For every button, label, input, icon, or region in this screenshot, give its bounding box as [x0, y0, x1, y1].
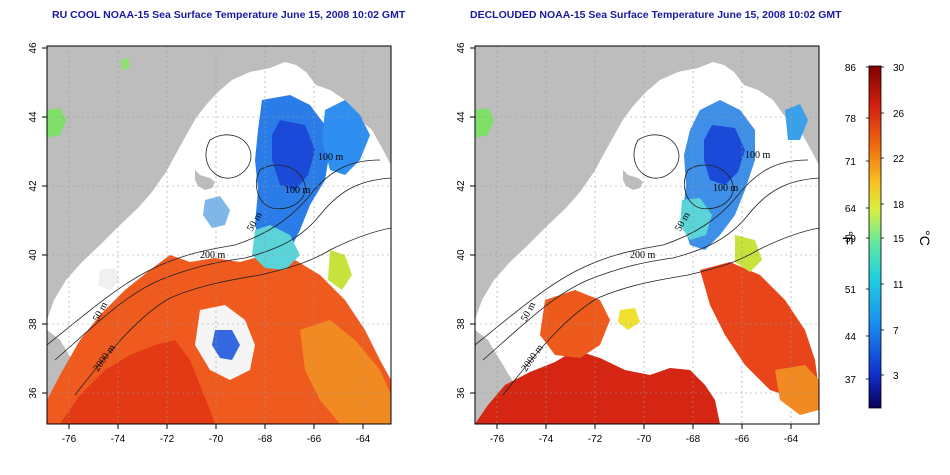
contour-label-100m-b: 100 m [713, 183, 739, 194]
contour-label-100m-a: 100 m [745, 150, 771, 161]
x-tick-label: -70 [209, 434, 224, 445]
colorbar-celsius-tick: 26 [893, 109, 905, 120]
colorbar-celsius-tick: 30 [893, 63, 905, 74]
colorbar-fahrenheit-tick: 59 [845, 234, 857, 245]
colorbar-fahrenheit-tick: 37 [845, 375, 857, 386]
left-y-axis [42, 47, 47, 394]
x-tick-label: -76 [62, 434, 77, 445]
y-tick-label: 36 [456, 387, 467, 399]
colorbar-celsius-tick: 22 [893, 154, 905, 165]
y-tick-label: 40 [28, 249, 39, 261]
celsius-unit-label: °C [917, 230, 933, 246]
x-tick-label: -64 [784, 434, 799, 445]
right-y-axis [470, 47, 475, 394]
x-tick-label: -64 [356, 434, 371, 445]
contour-label-200m: 200 m [630, 250, 656, 261]
contour-label-100m-b: 100 m [285, 185, 311, 196]
y-tick-label: 42 [456, 180, 467, 192]
bathymetry-contours [47, 134, 391, 396]
x-tick-label: -66 [735, 434, 750, 445]
left-map-frame [46, 45, 392, 425]
y-tick-label: 36 [28, 387, 39, 399]
x-tick-label: -74 [539, 434, 554, 445]
colorbar-fahrenheit-tick: 44 [845, 332, 857, 343]
colorbar-fahrenheit-tick: 64 [845, 204, 857, 215]
y-tick-label: 46 [28, 42, 39, 54]
y-tick-label: 38 [28, 318, 39, 330]
colorbar-gradient [868, 65, 882, 409]
x-tick-label: -66 [307, 434, 322, 445]
colorbar-celsius-tick: 15 [893, 234, 905, 245]
colorbar-ticks [866, 66, 884, 380]
y-tick-label: 38 [456, 318, 467, 330]
y-tick-label: 42 [28, 180, 39, 192]
graticule [475, 46, 819, 424]
sst-data-layer [47, 58, 391, 424]
right-map-panel: 100 m 100 m 50 m 200 m 50 m 2000 m -76 -… [456, 42, 820, 445]
right-x-axis [496, 424, 792, 429]
colorbar-celsius-tick: 7 [893, 326, 899, 337]
bathymetry-contours [475, 134, 819, 396]
left-x-axis [68, 424, 364, 429]
fahrenheit-unit-label: °F [840, 231, 856, 245]
colorbar-celsius-tick: 3 [893, 371, 899, 382]
y-tick-label: 40 [456, 249, 467, 261]
y-tick-label: 46 [456, 42, 467, 54]
x-tick-label: -76 [490, 434, 505, 445]
right-map-frame [474, 45, 820, 425]
x-tick-label: -72 [160, 434, 175, 445]
contour-label-100m-a: 100 m [318, 152, 344, 163]
graticule [47, 46, 391, 424]
x-tick-label: -72 [588, 434, 603, 445]
right-map-title: DECLOUDED NOAA-15 Sea Surface Temperatur… [470, 9, 842, 21]
colorbar-fahrenheit-tick: 51 [845, 285, 857, 296]
x-tick-label: -74 [111, 434, 126, 445]
colorbar-fahrenheit-tick: 86 [845, 63, 857, 74]
left-map-title: RU COOL NOAA-15 Sea Surface Temperature … [52, 9, 406, 21]
colorbar-fahrenheit-tick: 78 [845, 114, 857, 125]
x-tick-label: -68 [686, 434, 701, 445]
y-tick-label: 44 [456, 111, 467, 123]
y-tick-label: 44 [28, 111, 39, 123]
colorbar-fahrenheit-tick: 71 [845, 157, 857, 168]
contour-label-200m: 200 m [200, 250, 226, 261]
colorbar-celsius-tick: 18 [893, 200, 905, 211]
x-tick-label: -70 [637, 434, 652, 445]
left-map-panel: 100 m 100 m 50 m 200 m 50 m 2000 m -76 -… [28, 42, 392, 445]
colorbar: 86 78 71 64 59 51 44 37 30 26 22 18 15 1… [840, 63, 933, 409]
colorbar-celsius-tick: 11 [893, 280, 904, 291]
x-tick-label: -68 [258, 434, 273, 445]
